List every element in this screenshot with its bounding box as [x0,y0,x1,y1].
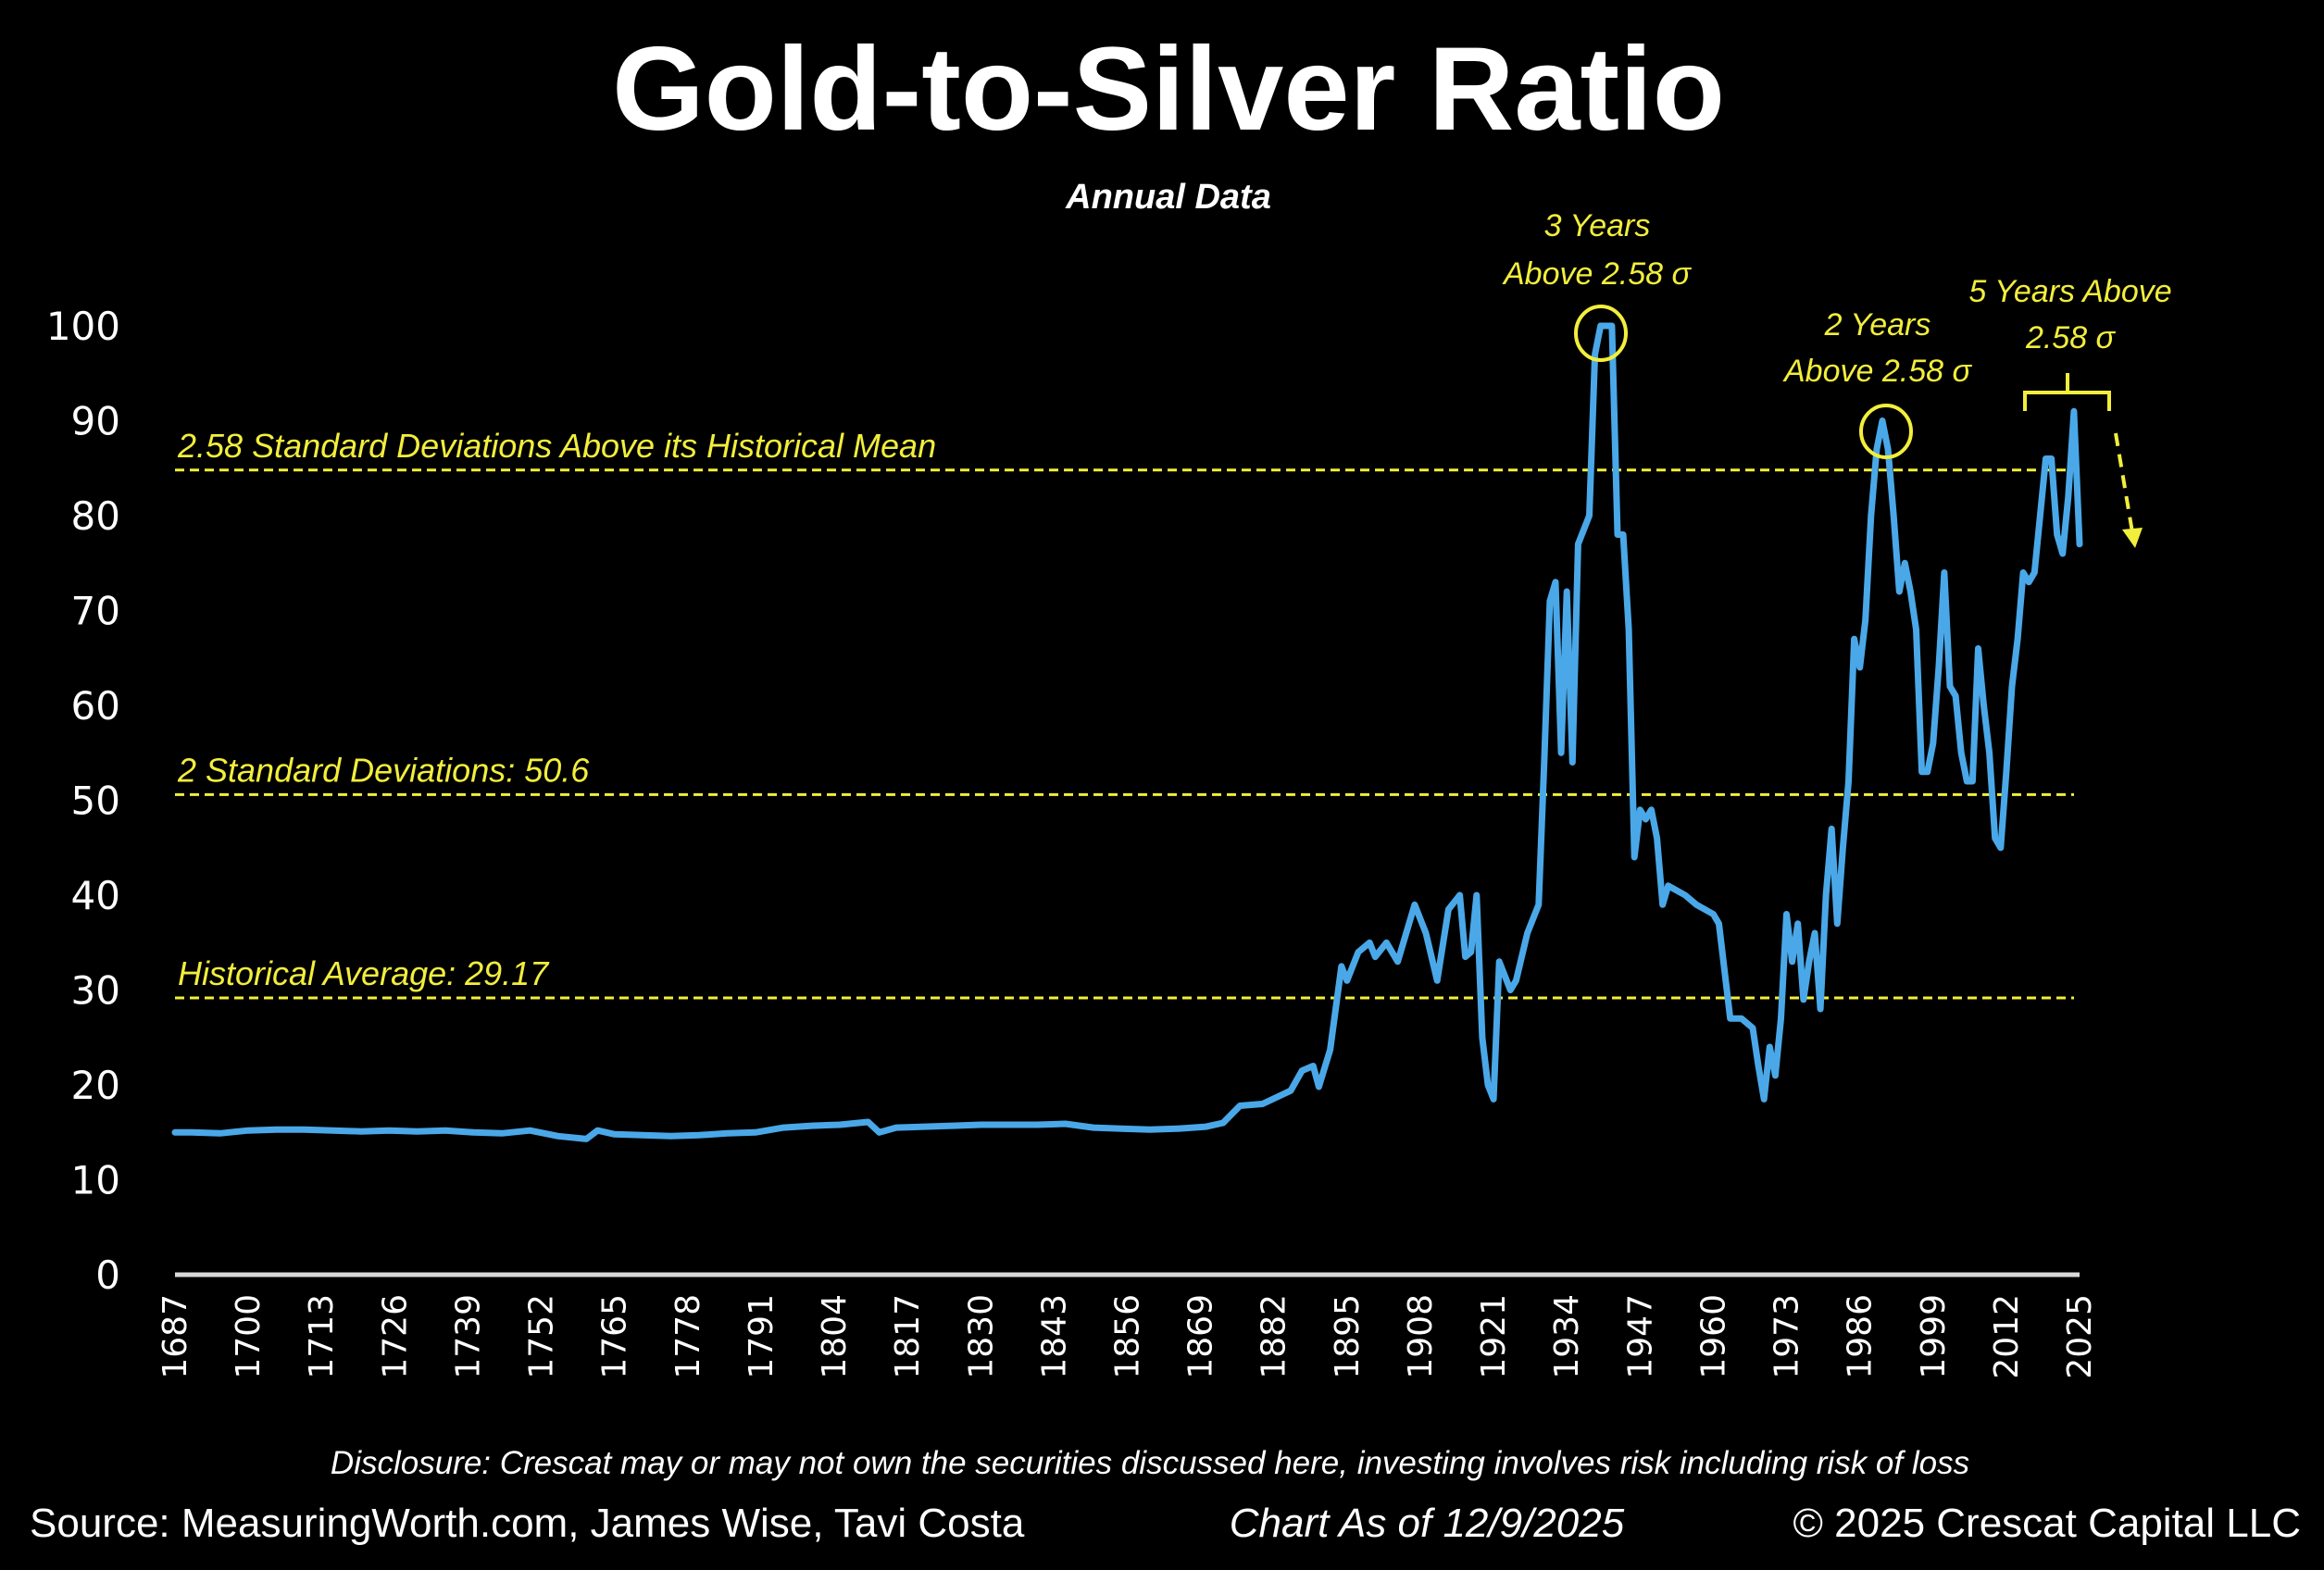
y-axis-ticks: 0 10 20 30 40 50 60 70 80 90 100 [46,304,120,1298]
y-tick-label: 0 [95,1252,120,1298]
x-tick-label: 1960 [1694,1294,1732,1379]
y-tick-label: 60 [71,683,120,729]
reference-line-label: 2 Standard Deviations: 50.6 [177,751,590,789]
y-tick-label: 20 [71,1063,120,1108]
y-tick-label: 10 [71,1158,120,1203]
x-tick-label: 1882 [1256,1294,1293,1379]
down-arrow-line [2114,432,2134,533]
annotation-1940-peak: 3 Years Above 2.58 σ [1502,208,1692,362]
x-tick-label: 1908 [1402,1294,1440,1379]
y-tick-label: 30 [71,968,120,1014]
x-tick-label: 1687 [156,1294,194,1379]
reference-line-label: 2.58 Standard Deviations Above its Histo… [177,427,936,465]
x-tick-label: 1869 [1182,1294,1220,1379]
x-tick-label: 1791 [743,1294,781,1379]
chart-title: Gold-to-Silver Ratio [612,23,1725,156]
y-tick-label: 40 [71,873,120,918]
annotation-text: 5 Years Above [1968,274,2171,309]
x-tick-label: 1973 [1768,1294,1806,1379]
y-tick-label: 80 [71,493,120,539]
as-of-text: Chart As of 12/9/2025 [1230,1501,1625,1546]
y-tick-label: 100 [46,304,120,349]
x-tick-label: 1856 [1109,1294,1147,1379]
annotation-text: 2.58 σ [2025,320,2117,355]
x-tick-label: 1895 [1329,1294,1367,1379]
disclosure-text: Disclosure: Crescat may or may not own t… [331,1445,1969,1481]
x-tick-label: 1843 [1035,1294,1073,1379]
bracket [2023,373,2111,411]
reference-line-label: Historical Average: 29.17 [178,954,550,992]
annotation-text: 3 Years [1544,208,1651,243]
x-tick-label: 1752 [523,1294,561,1379]
x-tick-label: 1999 [1915,1294,1953,1379]
x-tick-label: 1726 [376,1294,414,1379]
annotation-recent: 5 Years Above 2.58 σ [1968,274,2172,548]
x-tick-label: 1739 [449,1294,487,1379]
down-arrow-icon [2122,528,2143,548]
annotation-text: 2 Years [1824,307,1931,343]
x-tick-label: 1986 [1842,1294,1880,1379]
x-tick-label: 1713 [303,1294,341,1379]
series-layer [171,322,2083,1142]
annotation-text: Above 2.58 σ [1782,354,1972,389]
x-tick-label: 1947 [1621,1294,1659,1379]
copyright-text: © 2025 Crescat Capital LLC [1793,1501,2301,1546]
y-tick-label: 70 [71,589,120,634]
highlight-circle [1574,305,1628,362]
chart-subtitle: Annual Data [1065,178,1271,217]
x-tick-label: 1778 [669,1294,707,1379]
reference-lines: 2.58 Standard Deviations Above its Histo… [175,427,2074,1000]
x-tick-label: 1700 [230,1294,268,1379]
highlight-circle [1859,404,1913,459]
x-tick-label: 1804 [816,1294,854,1379]
x-tick-label: 1921 [1475,1294,1513,1379]
y-tick-label: 90 [71,399,120,444]
x-tick-label: 2012 [1988,1294,2026,1379]
annotation-text: Above 2.58 σ [1502,256,1692,292]
x-tick-label: 2025 [2061,1294,2099,1379]
annotation-1990-peak: 2 Years Above 2.58 σ [1782,307,1972,459]
x-tick-label: 1765 [596,1294,634,1379]
x-tick-label: 1830 [962,1294,1000,1379]
x-axis-ticks: 1687 1700 1713 1726 1739 1752 1765 1778 1791 1804… [156,1294,2099,1379]
source-text: Source: MeasuringWorth.com, James Wise, … [30,1501,1025,1546]
x-tick-label: 1934 [1548,1294,1586,1379]
x-tick-label: 1817 [889,1294,927,1379]
y-tick-label: 50 [71,779,120,824]
